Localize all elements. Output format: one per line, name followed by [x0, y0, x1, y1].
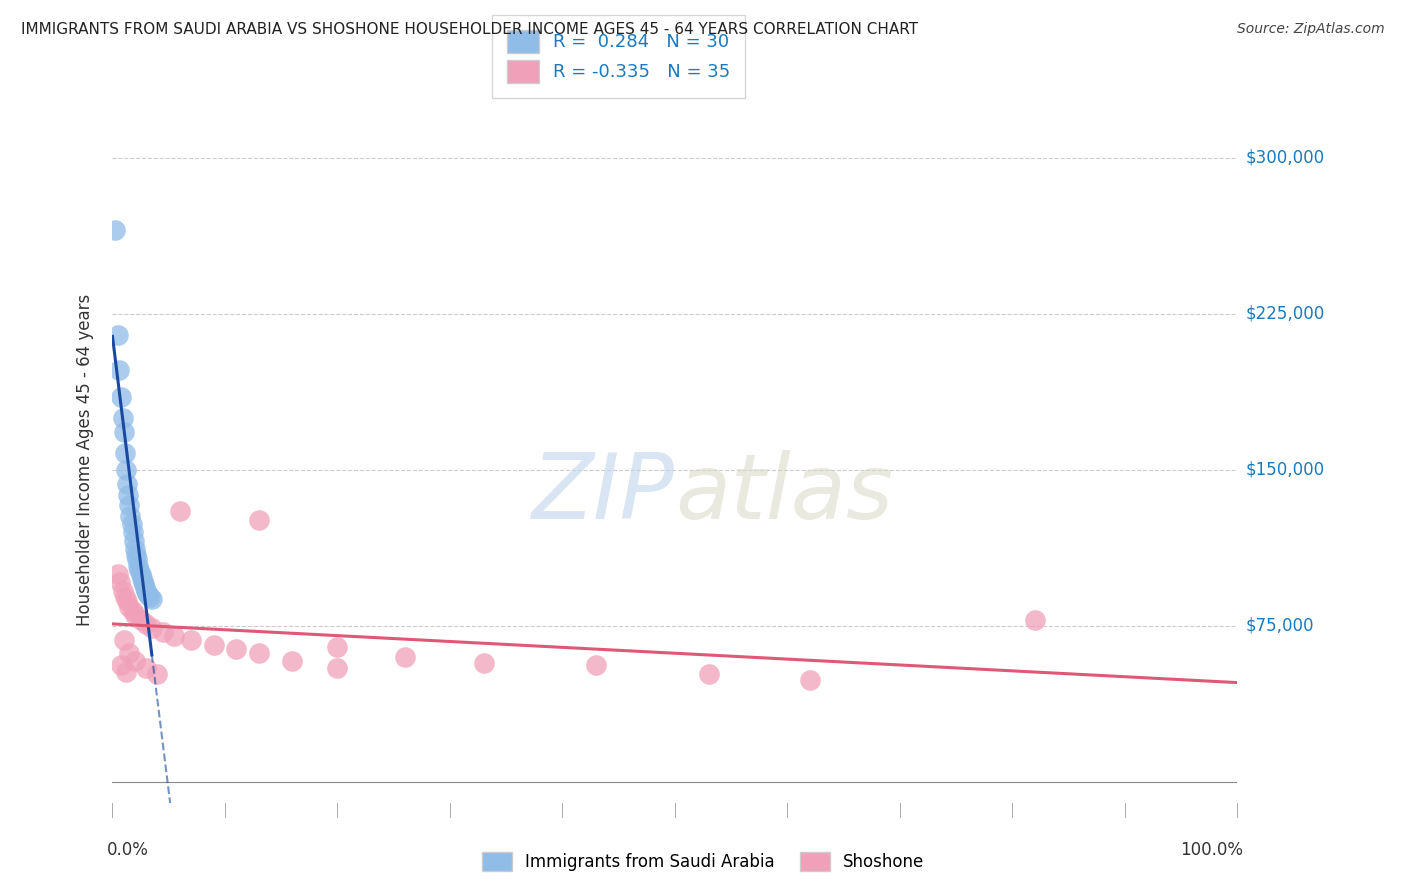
Point	[132, 575, 155, 590]
Point	[138, 588, 160, 602]
Point	[125, 548, 148, 562]
Point	[799, 673, 821, 687]
Text: 0.0%: 0.0%	[107, 840, 149, 859]
Point	[697, 666, 720, 681]
Point	[247, 513, 270, 527]
Text: $225,000: $225,000	[1246, 305, 1324, 323]
Text: atlas: atlas	[675, 450, 893, 538]
Point	[111, 583, 134, 598]
Point	[122, 533, 145, 548]
Point	[107, 566, 129, 581]
Point	[132, 577, 155, 591]
Point	[281, 654, 304, 668]
Point	[121, 516, 143, 531]
Point	[136, 585, 159, 599]
Point	[121, 604, 143, 618]
Point	[118, 498, 141, 512]
Point	[138, 590, 160, 604]
Point	[247, 646, 270, 660]
Point	[1024, 613, 1046, 627]
Point	[114, 446, 136, 460]
Point	[129, 566, 152, 581]
Point	[124, 654, 146, 668]
Point	[127, 558, 149, 573]
Point	[326, 660, 349, 674]
Point	[104, 223, 127, 237]
Text: $150,000: $150,000	[1246, 461, 1324, 479]
Point	[135, 660, 157, 674]
Text: IMMIGRANTS FROM SAUDI ARABIA VS SHOSHONE HOUSEHOLDER INCOME AGES 45 - 64 YEARS C: IMMIGRANTS FROM SAUDI ARABIA VS SHOSHONE…	[21, 22, 918, 37]
Point	[326, 640, 349, 654]
Point	[108, 363, 131, 377]
Point	[107, 327, 129, 342]
Point	[124, 608, 146, 623]
Legend: Immigrants from Saudi Arabia, Shoshone: Immigrants from Saudi Arabia, Shoshone	[474, 843, 932, 880]
Point	[110, 390, 132, 404]
Point	[202, 638, 225, 652]
Point	[115, 463, 138, 477]
Point	[127, 552, 149, 566]
Point	[120, 508, 142, 523]
Point	[115, 665, 138, 679]
Legend: R =  0.284   N = 30, R = -0.335   N = 35: R = 0.284 N = 30, R = -0.335 N = 35	[492, 15, 745, 97]
Point	[141, 621, 163, 635]
Point	[169, 504, 191, 518]
Point	[141, 591, 163, 606]
Point	[121, 525, 143, 540]
Text: ZIP: ZIP	[531, 450, 675, 538]
Point	[225, 641, 247, 656]
Point	[110, 575, 132, 590]
Point	[111, 410, 134, 425]
Point	[124, 541, 146, 556]
Point	[585, 658, 607, 673]
Point	[152, 625, 174, 640]
Point	[128, 563, 150, 577]
Point	[146, 666, 169, 681]
Point	[115, 477, 138, 491]
Point	[118, 600, 141, 615]
Y-axis label: Householder Income Ages 45 - 64 years: Householder Income Ages 45 - 64 years	[76, 293, 94, 625]
Point	[110, 658, 132, 673]
Point	[131, 571, 153, 585]
Point	[163, 629, 186, 643]
Point	[135, 616, 157, 631]
Text: 100.0%: 100.0%	[1180, 840, 1243, 859]
Point	[117, 488, 139, 502]
Point	[129, 613, 152, 627]
Point	[180, 633, 202, 648]
Point	[115, 594, 138, 608]
Text: $300,000: $300,000	[1246, 149, 1324, 167]
Point	[118, 646, 141, 660]
Point	[112, 425, 135, 440]
Point	[135, 583, 157, 598]
Point	[114, 590, 136, 604]
Text: Source: ZipAtlas.com: Source: ZipAtlas.com	[1237, 22, 1385, 37]
Point	[472, 657, 495, 671]
Text: $75,000: $75,000	[1246, 617, 1315, 635]
Point	[134, 582, 156, 596]
Point	[394, 650, 416, 665]
Point	[112, 633, 135, 648]
